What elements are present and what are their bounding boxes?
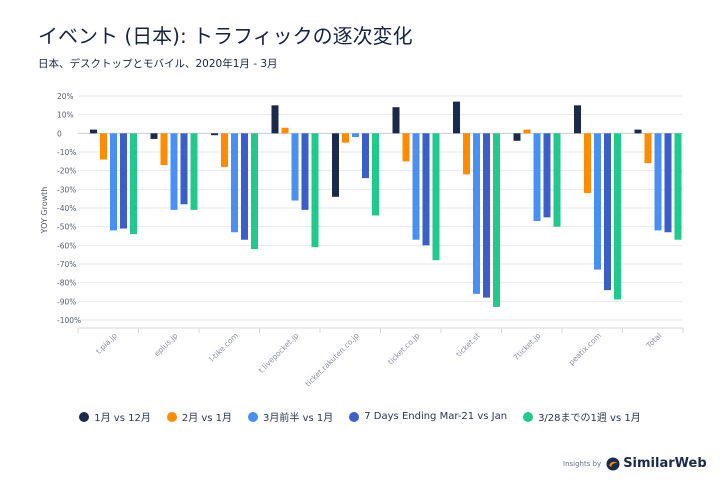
bar-1 — [271, 105, 279, 134]
bar-2 — [221, 133, 228, 167]
bar-3 — [594, 133, 601, 270]
similarweb-logo-icon — [606, 457, 620, 470]
bar-2 — [281, 127, 289, 134]
bar-5 — [493, 133, 500, 307]
y-axis-label: YOY Growth — [40, 187, 49, 235]
legend-swatch-icon — [523, 411, 534, 422]
legend-label: 3月前半 vs 1月 — [263, 413, 334, 424]
bar-2 — [342, 133, 349, 143]
legend-label: 2月 vs 1月 — [181, 413, 233, 424]
bar-2 — [644, 133, 652, 164]
legend-label: 3/28までの1週 vs 1月 — [538, 413, 641, 424]
bar-2 — [584, 133, 591, 194]
legend: 1月 vs 12月 2月 vs 1月 3月前半 vs 1月 7 Days Ending… — [0, 409, 720, 424]
y-tick-label: 10% — [57, 111, 74, 120]
bar-2 — [402, 133, 410, 162]
bar-5 — [553, 133, 561, 227]
bar-5 — [614, 133, 621, 300]
bar-3 — [352, 133, 359, 138]
legend-label: 7 Days Ending Mar-21 vs Jan — [364, 411, 508, 422]
bar-1 — [634, 129, 642, 134]
x-tick-label: 7ticket.jp — [511, 331, 542, 362]
y-tick-label: 20% — [57, 92, 74, 101]
bar-3 — [654, 133, 662, 231]
bar-1 — [90, 129, 97, 134]
bar-3 — [170, 133, 178, 210]
bar-1 — [392, 107, 400, 134]
chart-title: イベント (日本): トラフィックの逐次変化 — [38, 24, 413, 48]
gridlines — [78, 95, 683, 321]
x-tick-label: peatix.com — [567, 331, 603, 367]
bar-3 — [533, 133, 541, 222]
legend-swatch-icon — [166, 411, 177, 422]
bar-1 — [453, 101, 460, 134]
bar-5 — [130, 133, 137, 235]
bar-4 — [362, 133, 369, 179]
bar-3 — [231, 133, 238, 233]
x-tick-label: ticket.st — [454, 331, 482, 359]
bar-2 — [463, 133, 470, 175]
bar-3 — [291, 133, 299, 201]
bar-5 — [190, 133, 198, 210]
bar-1 — [332, 133, 339, 197]
bar-5 — [311, 133, 319, 248]
y-tick-label: -30% — [57, 185, 76, 194]
bar-5 — [674, 133, 682, 240]
y-tick-label: -10% — [57, 148, 76, 157]
bar-4 — [301, 133, 309, 210]
bar-1 — [150, 133, 158, 139]
y-tick-label: -70% — [57, 260, 76, 269]
bars — [90, 101, 682, 307]
x-tick-label: t.pia.jp — [94, 331, 119, 356]
bar-4 — [664, 133, 672, 233]
bar-4 — [604, 133, 611, 291]
bar-4 — [422, 133, 430, 246]
bar-3 — [412, 133, 420, 240]
bar-1 — [513, 133, 521, 141]
brand-prefix: Insights by — [563, 459, 602, 468]
bar-3 — [110, 133, 117, 231]
y-tick-label: 0 — [57, 129, 62, 138]
bar-4 — [543, 133, 551, 218]
bar-3 — [473, 133, 480, 294]
y-tick-label: -90% — [57, 297, 76, 306]
x-tick-label: ticket.rakuten.co.jp — [303, 331, 361, 389]
bar-4 — [241, 133, 248, 240]
y-tick-label: -80% — [57, 279, 76, 288]
legend-swatch-icon — [79, 411, 90, 422]
brand-logo: Insights by SimilarWeb — [563, 456, 707, 471]
brand-name: SimilarWeb — [623, 456, 707, 471]
bar-5 — [432, 133, 440, 261]
y-tick-label: -20% — [57, 167, 76, 176]
y-tick-label: -40% — [57, 204, 76, 213]
bar-4 — [120, 133, 127, 229]
x-tick-label: l-tike.com — [207, 331, 239, 363]
x-tick-label: Total — [644, 331, 663, 350]
bar-2 — [100, 133, 107, 160]
x-tick-label: t.livepocket.jp — [257, 331, 301, 375]
bar-1 — [211, 133, 218, 136]
bar-2 — [523, 129, 531, 134]
legend-swatch-icon — [248, 411, 259, 422]
y-tick-label: -50% — [57, 223, 76, 232]
x-tick-label: ticket.co.jp — [386, 331, 422, 367]
legend-item[interactable]: 7 Days Ending Mar-21 vs Jan — [349, 409, 507, 424]
legend-label: 1月 vs 12月 — [94, 413, 151, 424]
legend-swatch-icon — [349, 411, 360, 422]
legend-item[interactable]: 1月 vs 12月 — [79, 409, 151, 424]
x-tick-label: eplus.jp — [152, 331, 179, 358]
chart-subtitle: 日本、デスクトップとモバイル、2020年1月 - 3月 — [38, 58, 278, 70]
bar-2 — [160, 133, 168, 166]
bar-5 — [251, 133, 258, 250]
legend-item[interactable]: 3月前半 vs 1月 — [248, 409, 333, 424]
bar-1 — [574, 105, 581, 134]
bar-4 — [180, 133, 188, 205]
y-tick-label: -60% — [57, 241, 76, 250]
bar-4 — [483, 133, 490, 298]
bar-5 — [372, 133, 379, 216]
y-tick-label: -100% — [57, 316, 81, 325]
legend-item[interactable]: 3/28までの1週 vs 1月 — [523, 409, 641, 424]
legend-item[interactable]: 2月 vs 1月 — [166, 409, 233, 424]
